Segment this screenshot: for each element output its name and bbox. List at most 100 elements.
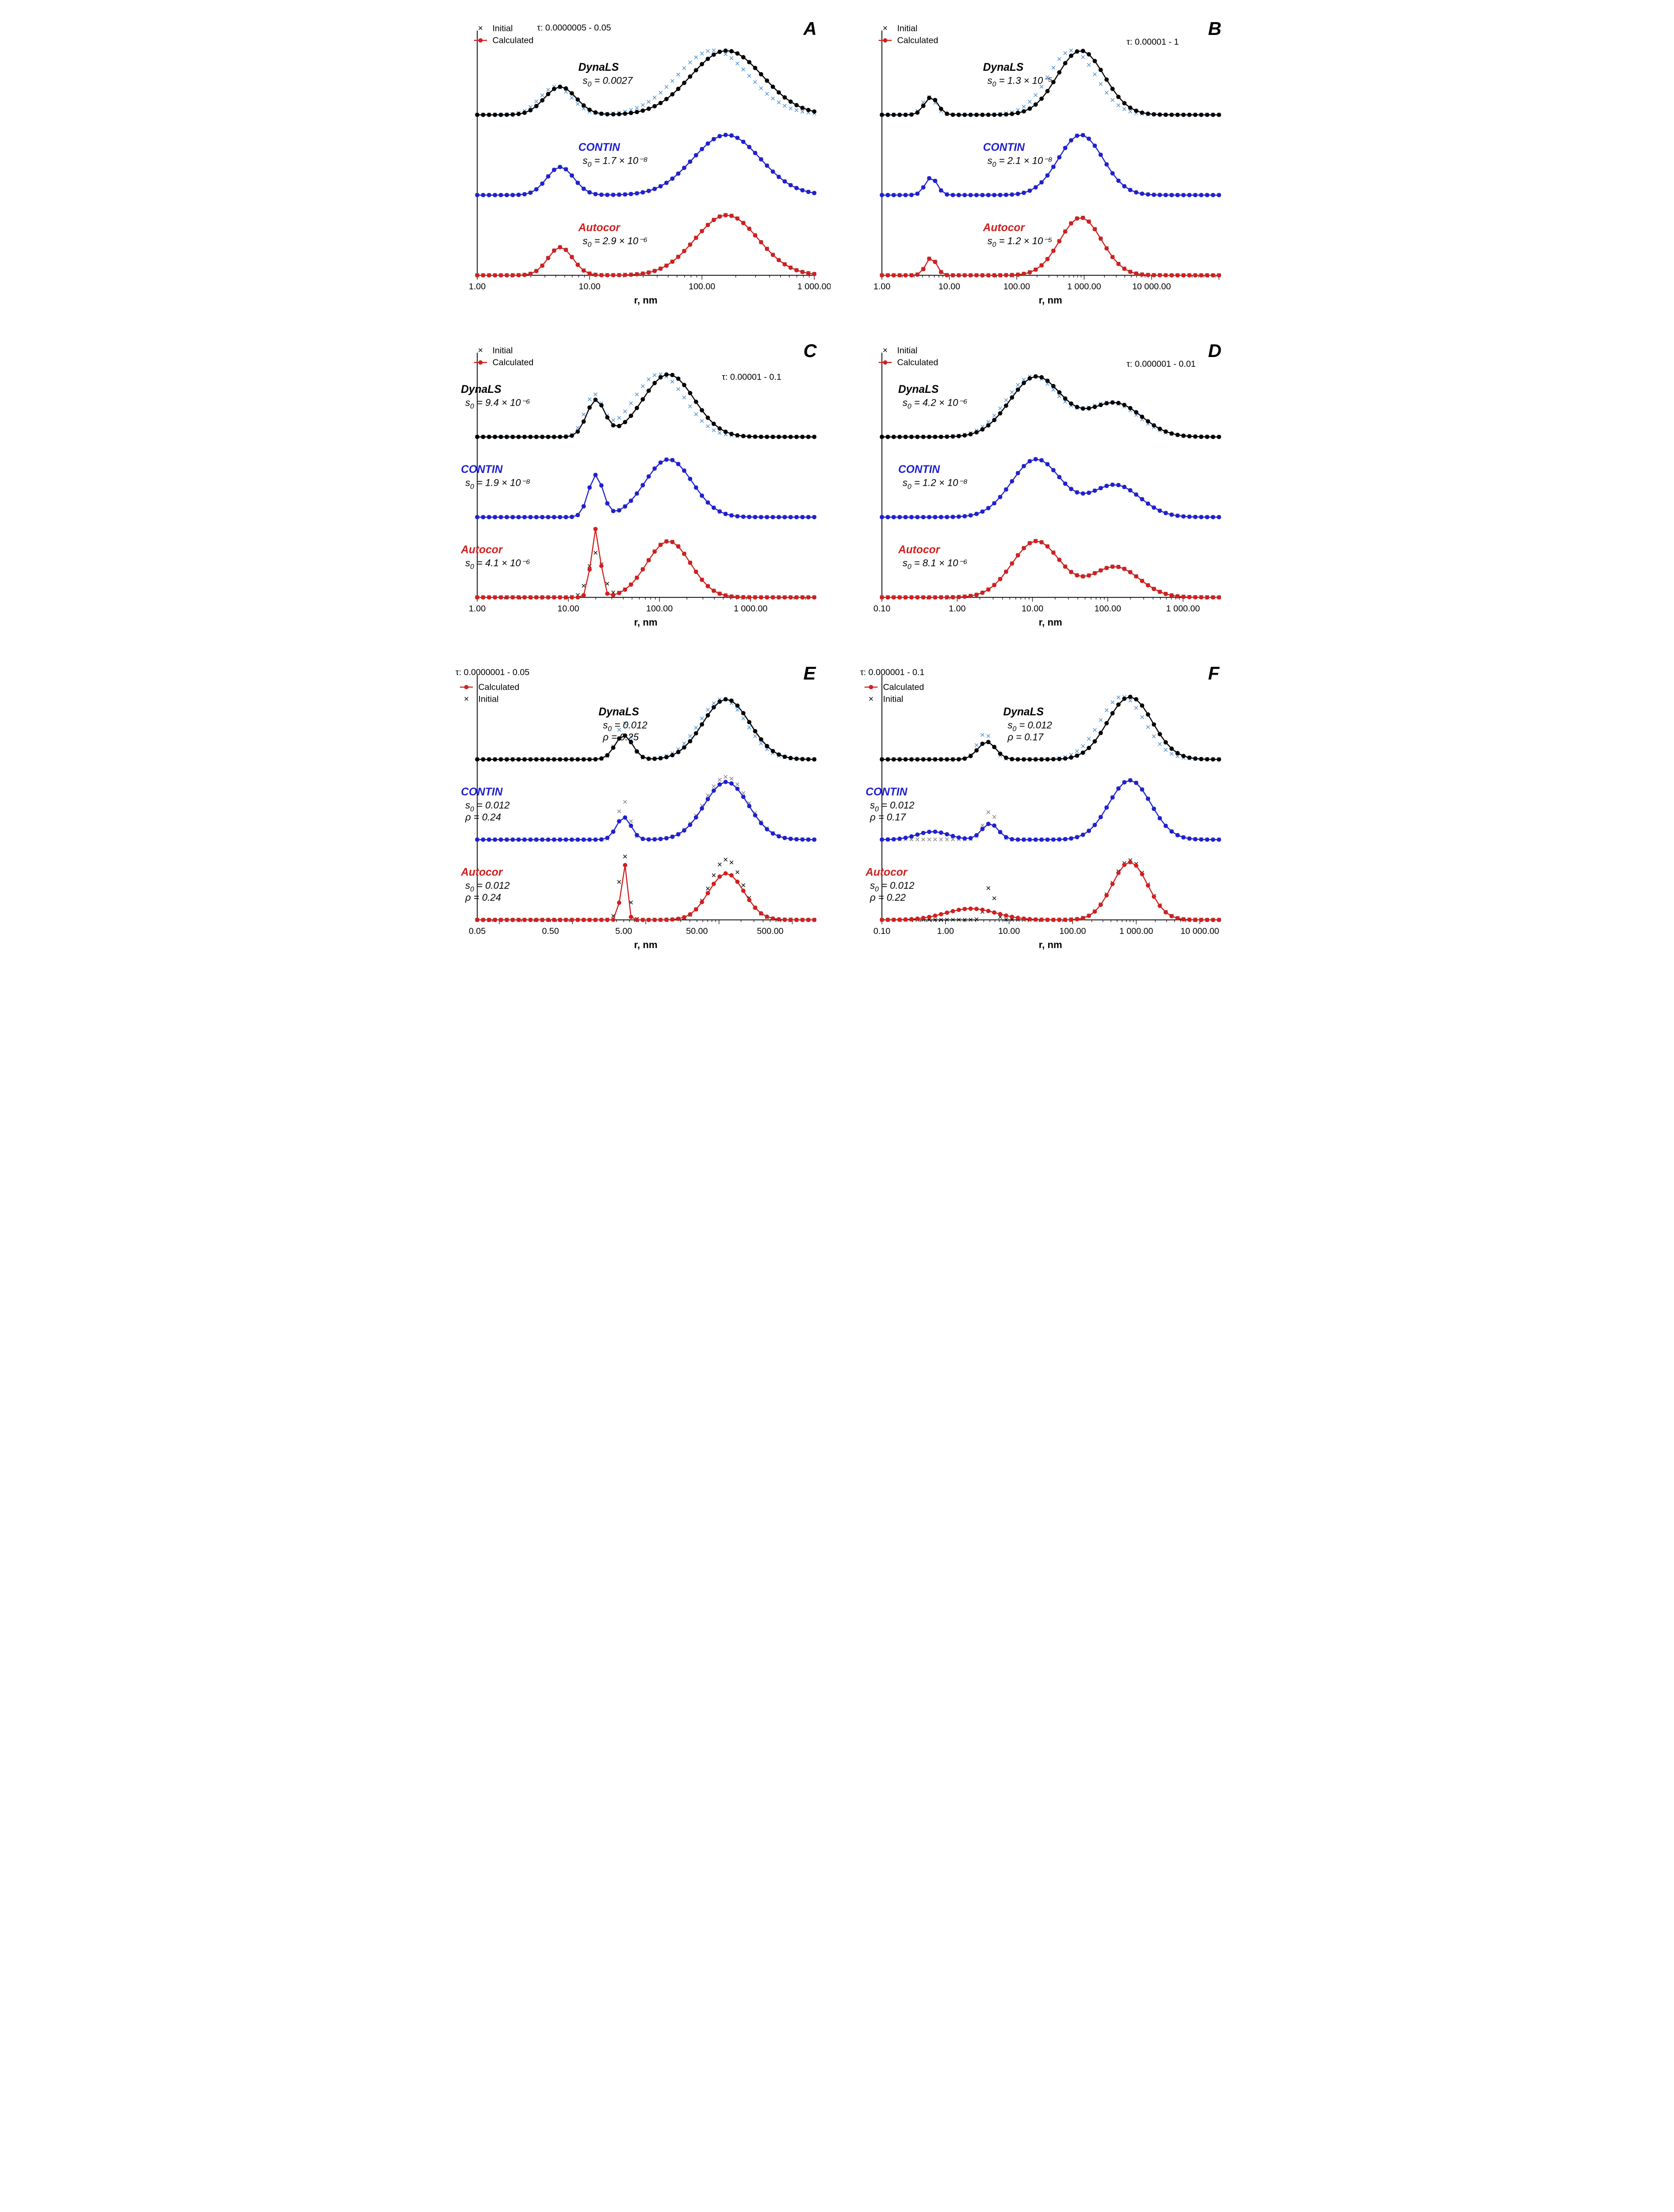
initial-marker: ×: [646, 97, 651, 107]
calc-marker: [1057, 918, 1061, 922]
calc-marker: [1134, 863, 1138, 868]
calc-marker: [587, 406, 592, 410]
legend-label: Initial: [897, 23, 917, 33]
calc-marker: [1004, 913, 1008, 918]
calc-marker: [1181, 515, 1185, 519]
calc-marker: [1075, 49, 1079, 54]
calc-marker: [1110, 795, 1115, 799]
calc-marker: [682, 81, 686, 85]
calc-marker: [1205, 515, 1209, 519]
calc-marker: [753, 729, 757, 733]
calc-marker: [1205, 193, 1209, 197]
calc-marker: [950, 757, 955, 761]
calc-marker: [717, 50, 722, 54]
calc-marker: [504, 435, 509, 439]
calc-marker: [486, 273, 491, 277]
calc-marker: [540, 515, 544, 519]
calc-marker: [693, 236, 698, 240]
calc-marker: [992, 418, 996, 422]
calc-marker: [611, 918, 615, 922]
calc-marker: [498, 837, 503, 842]
calc-marker: [1181, 835, 1185, 840]
calc-marker: [1217, 113, 1221, 117]
calc-marker: [741, 888, 745, 893]
calc-marker: [486, 113, 491, 117]
calc-marker: [646, 837, 651, 841]
initial-marker: ×: [1051, 63, 1056, 73]
calc-marker: [646, 107, 651, 111]
calc-marker: [1217, 918, 1221, 922]
calc-marker: [1193, 595, 1197, 599]
calc-marker: [945, 192, 949, 197]
calc-marker: [1069, 487, 1073, 492]
calc-marker: [534, 269, 538, 273]
calc-marker: [933, 595, 937, 600]
calc-marker: [1069, 221, 1073, 226]
calc-marker: [741, 434, 745, 438]
calc-marker: [1057, 757, 1061, 761]
calc-marker: [741, 221, 745, 225]
calc-marker: [540, 595, 544, 600]
calc-marker: [475, 757, 479, 761]
x-tick-label: 0.05: [468, 926, 485, 936]
calc-marker: [552, 918, 556, 922]
calc-marker: [1022, 191, 1026, 195]
calc-marker: [1010, 112, 1014, 116]
initial-marker: ×: [776, 98, 781, 108]
calc-marker: [880, 757, 884, 761]
calc-marker: [992, 112, 996, 117]
calc-marker: [1033, 374, 1038, 379]
calc-marker: [1169, 914, 1174, 918]
calc-marker: [693, 400, 698, 404]
calc-marker: [812, 109, 816, 114]
calc-marker: [1087, 406, 1091, 411]
s0-label: s0 = 4.2 × 10⁻⁶: [902, 397, 967, 411]
calc-marker: [688, 912, 692, 916]
calc-marker: [986, 506, 990, 511]
calc-marker: [1063, 146, 1067, 150]
calc-marker: [1205, 918, 1209, 922]
calc-marker: [753, 233, 757, 238]
initial-marker: ×: [1134, 703, 1138, 713]
calc-marker: [617, 508, 621, 513]
initial-marker: ×: [740, 65, 745, 75]
calc-marker: [915, 595, 919, 600]
calc-marker: [950, 595, 955, 599]
calc-marker: [1027, 188, 1032, 193]
calc-marker: [611, 423, 615, 428]
initial-marker: ×: [782, 101, 787, 111]
calc-marker: [753, 151, 757, 155]
calc-marker: [1205, 837, 1209, 842]
calc-marker: [1187, 595, 1191, 599]
calc-marker: [475, 595, 479, 600]
calc-marker: [1157, 816, 1162, 820]
initial-marker: ×: [658, 88, 663, 98]
curve-Autocor: [882, 862, 1219, 920]
initial-marker: ×: [1080, 52, 1085, 62]
s0-label: s0 = 0.012: [870, 799, 914, 813]
calc-marker: [534, 595, 538, 600]
legend-label: Calculated: [492, 358, 533, 368]
calc-marker: [1039, 540, 1044, 545]
legend-dot-icon: [883, 361, 887, 365]
calc-marker: [903, 273, 908, 277]
panel-container-A: 1.0010.00100.001 000.00r, nm××××××××××××…: [439, 9, 831, 313]
calc-marker: [723, 430, 728, 434]
initial-marker: ×: [622, 852, 627, 861]
calc-marker: [1004, 570, 1008, 574]
calc-marker: [921, 595, 925, 600]
calc-marker: [510, 435, 515, 439]
calc-marker: [481, 113, 485, 117]
calc-marker: [950, 909, 955, 913]
calc-marker: [1152, 423, 1156, 428]
calc-marker: [558, 165, 562, 169]
calc-marker: [570, 434, 574, 438]
legend-dot-icon: [478, 361, 483, 365]
calc-marker: [546, 918, 550, 922]
calc-marker: [1128, 488, 1132, 493]
calc-marker: [729, 133, 734, 138]
calc-marker: [1163, 910, 1168, 914]
calc-marker: [711, 422, 716, 426]
calc-marker: [558, 515, 562, 519]
calc-marker: [1199, 273, 1203, 277]
